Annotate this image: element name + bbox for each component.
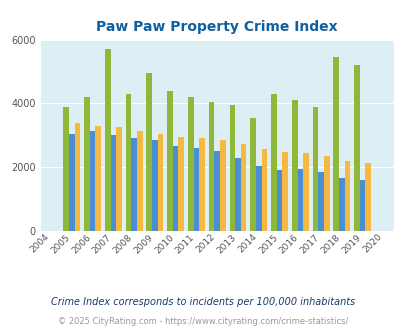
- Bar: [312, 107, 318, 231]
- Bar: [157, 134, 163, 231]
- Bar: [116, 127, 121, 231]
- Bar: [354, 65, 359, 231]
- Bar: [220, 140, 225, 231]
- Bar: [199, 139, 205, 231]
- Bar: [323, 156, 329, 231]
- Bar: [208, 102, 214, 231]
- Bar: [297, 169, 303, 231]
- Bar: [359, 180, 364, 231]
- Bar: [318, 172, 323, 231]
- Bar: [95, 126, 101, 231]
- Bar: [303, 153, 308, 231]
- Bar: [90, 130, 95, 231]
- Bar: [126, 94, 131, 231]
- Bar: [178, 137, 183, 231]
- Bar: [276, 170, 281, 231]
- Bar: [344, 161, 350, 231]
- Bar: [84, 97, 90, 231]
- Bar: [188, 97, 193, 231]
- Bar: [173, 146, 178, 231]
- Bar: [281, 152, 287, 231]
- Bar: [250, 118, 255, 231]
- Bar: [146, 73, 152, 231]
- Text: Crime Index corresponds to incidents per 100,000 inhabitants: Crime Index corresponds to incidents per…: [51, 297, 354, 307]
- Bar: [110, 135, 116, 231]
- Bar: [193, 148, 199, 231]
- Bar: [136, 130, 142, 231]
- Bar: [229, 105, 234, 231]
- Bar: [234, 158, 240, 231]
- Bar: [271, 94, 276, 231]
- Bar: [255, 166, 261, 231]
- Title: Paw Paw Property Crime Index: Paw Paw Property Crime Index: [96, 20, 337, 34]
- Bar: [69, 134, 75, 231]
- Bar: [338, 178, 344, 231]
- Bar: [261, 149, 266, 231]
- Bar: [364, 163, 370, 231]
- Bar: [152, 140, 157, 231]
- Text: © 2025 CityRating.com - https://www.cityrating.com/crime-statistics/: © 2025 CityRating.com - https://www.city…: [58, 317, 347, 326]
- Bar: [214, 150, 220, 231]
- Bar: [240, 144, 246, 231]
- Bar: [291, 100, 297, 231]
- Bar: [333, 57, 338, 231]
- Bar: [75, 122, 80, 231]
- Bar: [131, 139, 136, 231]
- Bar: [167, 91, 173, 231]
- Bar: [104, 49, 110, 231]
- Bar: [63, 107, 69, 231]
